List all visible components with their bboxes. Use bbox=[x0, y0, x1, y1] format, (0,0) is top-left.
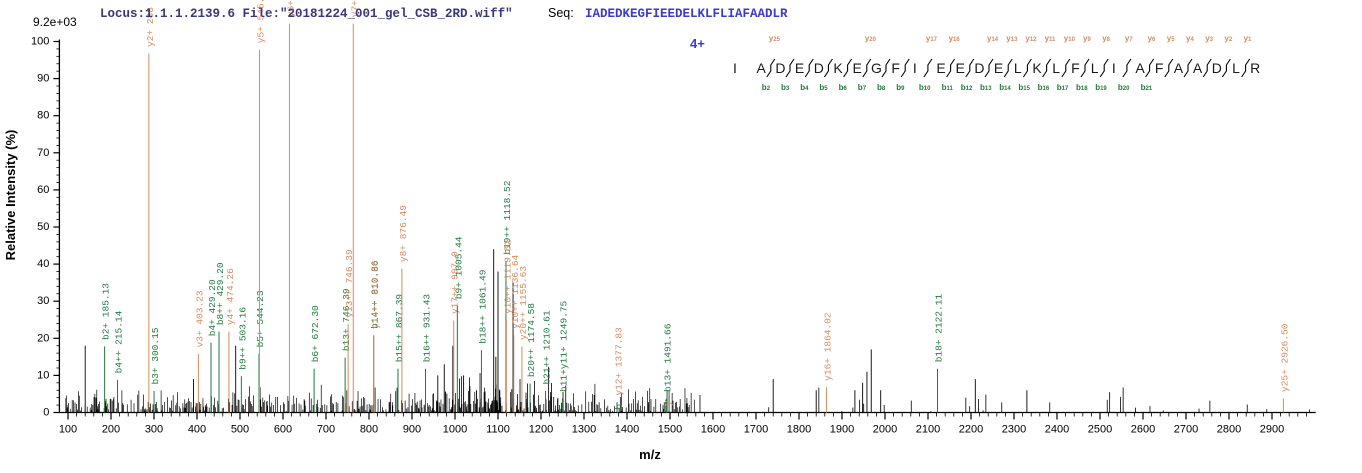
svg-text:y12+ 1377.83: y12+ 1377.83 bbox=[613, 327, 624, 396]
svg-text:IADEDKEGFIEEDELKLFLIAFAADLR: IADEDKEGFIEEDELKLFLIAFAADLR bbox=[585, 7, 788, 21]
svg-text:b21++ 1210.61: b21++ 1210.61 bbox=[542, 310, 553, 384]
svg-text:800: 800 bbox=[360, 424, 378, 436]
svg-text:y14++ 810.86: y14++ 810.86 bbox=[370, 260, 381, 329]
svg-text:v3+ 403.23: v3+ 403.23 bbox=[194, 290, 205, 347]
svg-text:E: E bbox=[956, 60, 965, 76]
svg-text:K: K bbox=[1032, 60, 1042, 76]
svg-text:1700: 1700 bbox=[744, 424, 768, 436]
svg-text:700: 700 bbox=[317, 424, 335, 436]
svg-text:Seq:: Seq: bbox=[548, 6, 574, 20]
svg-text:A: A bbox=[1174, 60, 1184, 76]
svg-text:D: D bbox=[775, 60, 785, 76]
svg-text:2600: 2600 bbox=[1131, 424, 1155, 436]
svg-text:2000: 2000 bbox=[873, 424, 897, 436]
svg-text:b18+ 2122.11: b18+ 2122.11 bbox=[934, 294, 945, 363]
svg-text:1800: 1800 bbox=[787, 424, 811, 436]
svg-text:200: 200 bbox=[102, 424, 120, 436]
svg-text:0: 0 bbox=[43, 407, 49, 419]
svg-text:10: 10 bbox=[37, 369, 49, 381]
svg-text:1600: 1600 bbox=[701, 424, 725, 436]
svg-text:1500: 1500 bbox=[658, 424, 682, 436]
svg-text:m/z: m/z bbox=[639, 447, 661, 462]
svg-text:2400: 2400 bbox=[1045, 424, 1069, 436]
svg-text:y4+ 474.26: y4+ 474.26 bbox=[225, 268, 236, 325]
svg-text:500: 500 bbox=[231, 424, 249, 436]
svg-text:2700: 2700 bbox=[1174, 424, 1198, 436]
svg-text:K: K bbox=[833, 60, 843, 76]
svg-text:Locus:1.1.1.2139.6 File:"20181: Locus:1.1.1.2139.6 File:"20181224_001_ge… bbox=[100, 7, 513, 21]
svg-text:L: L bbox=[1091, 60, 1099, 76]
svg-text:100: 100 bbox=[59, 424, 77, 436]
svg-text:A: A bbox=[757, 60, 767, 76]
svg-text:1400: 1400 bbox=[615, 424, 639, 436]
svg-text:2500: 2500 bbox=[1088, 424, 1112, 436]
svg-text:b2+ 185.13: b2+ 185.13 bbox=[101, 283, 112, 340]
svg-text:9.2e+03: 9.2e+03 bbox=[33, 15, 77, 29]
svg-text:1300: 1300 bbox=[572, 424, 596, 436]
svg-text:L: L bbox=[1232, 60, 1240, 76]
svg-text:I: I bbox=[733, 60, 737, 76]
svg-text:E: E bbox=[994, 60, 1003, 76]
svg-text:1900: 1900 bbox=[830, 424, 854, 436]
svg-text:F: F bbox=[1155, 60, 1164, 76]
svg-text:2300: 2300 bbox=[1002, 424, 1026, 436]
svg-text:E: E bbox=[853, 60, 862, 76]
svg-text:D: D bbox=[1212, 60, 1222, 76]
svg-text:b16++ 931.43: b16++ 931.43 bbox=[422, 294, 433, 363]
svg-text:L: L bbox=[1052, 60, 1060, 76]
svg-text:80: 80 bbox=[37, 110, 49, 122]
svg-text:A: A bbox=[1135, 60, 1145, 76]
svg-text:b3+ 300.15: b3+ 300.15 bbox=[150, 327, 161, 384]
svg-text:A: A bbox=[1193, 60, 1203, 76]
svg-text:400: 400 bbox=[188, 424, 206, 436]
svg-text:I: I bbox=[1112, 60, 1116, 76]
svg-text:b9++ 503.16: b9++ 503.16 bbox=[237, 307, 248, 370]
svg-text:F: F bbox=[1071, 60, 1080, 76]
svg-text:b: b bbox=[613, 404, 624, 410]
svg-text:4+: 4+ bbox=[690, 36, 705, 51]
svg-text:y: y bbox=[662, 400, 673, 406]
svg-text:R: R bbox=[1250, 60, 1260, 76]
svg-text:b9+ 1005.44: b9+ 1005.44 bbox=[453, 236, 464, 299]
svg-text:F: F bbox=[891, 60, 900, 76]
svg-text:b18++ 1061.49: b18++ 1061.49 bbox=[477, 269, 488, 343]
svg-text:50: 50 bbox=[37, 221, 49, 233]
svg-text:y25+ 2926.50: y25+ 2926.50 bbox=[1279, 323, 1290, 392]
svg-text:900: 900 bbox=[403, 424, 421, 436]
svg-text:y8+ 876.49: y8+ 876.49 bbox=[398, 205, 409, 262]
svg-text:L: L bbox=[1014, 60, 1022, 76]
svg-text:300: 300 bbox=[145, 424, 163, 436]
svg-text:D: D bbox=[974, 60, 984, 76]
svg-text:b5+ 544.23: b5+ 544.23 bbox=[255, 290, 266, 347]
svg-text:30: 30 bbox=[37, 295, 49, 307]
svg-text:40: 40 bbox=[37, 258, 49, 270]
svg-text:b13+ 1491.66: b13+ 1491.66 bbox=[662, 323, 673, 392]
svg-text:D: D bbox=[814, 60, 824, 76]
svg-text:2900: 2900 bbox=[1260, 424, 1284, 436]
svg-text:1200: 1200 bbox=[529, 424, 553, 436]
svg-text:100: 100 bbox=[31, 36, 49, 48]
svg-text:20: 20 bbox=[37, 332, 49, 344]
svg-text:Relative Intensity (%): Relative Intensity (%) bbox=[3, 130, 18, 261]
svg-text:90: 90 bbox=[37, 73, 49, 85]
svg-text:2100: 2100 bbox=[916, 424, 940, 436]
svg-text:1000: 1000 bbox=[443, 424, 467, 436]
svg-text:2200: 2200 bbox=[959, 424, 983, 436]
svg-text:G: G bbox=[871, 60, 882, 76]
svg-text:600: 600 bbox=[274, 424, 292, 436]
svg-text:E: E bbox=[936, 60, 945, 76]
svg-text:E: E bbox=[795, 60, 804, 76]
svg-text:60: 60 bbox=[37, 184, 49, 196]
svg-text:b20++ 1174.58: b20++ 1174.58 bbox=[526, 303, 537, 377]
svg-text:b11+y11+ 1249.75: b11+y11+ 1249.75 bbox=[558, 300, 569, 392]
svg-text:I: I bbox=[913, 60, 917, 76]
svg-text:y16+ 1864.02: y16+ 1864.02 bbox=[823, 312, 834, 381]
svg-text:2800: 2800 bbox=[1217, 424, 1241, 436]
svg-text:b4++ 215.14: b4++ 215.14 bbox=[114, 310, 125, 373]
svg-text:b6+ 672.30: b6+ 672.30 bbox=[310, 305, 321, 362]
svg-text:b15++ 867.39: b15++ 867.39 bbox=[394, 294, 405, 363]
svg-text:70: 70 bbox=[37, 147, 49, 159]
svg-text:1100: 1100 bbox=[486, 424, 510, 436]
